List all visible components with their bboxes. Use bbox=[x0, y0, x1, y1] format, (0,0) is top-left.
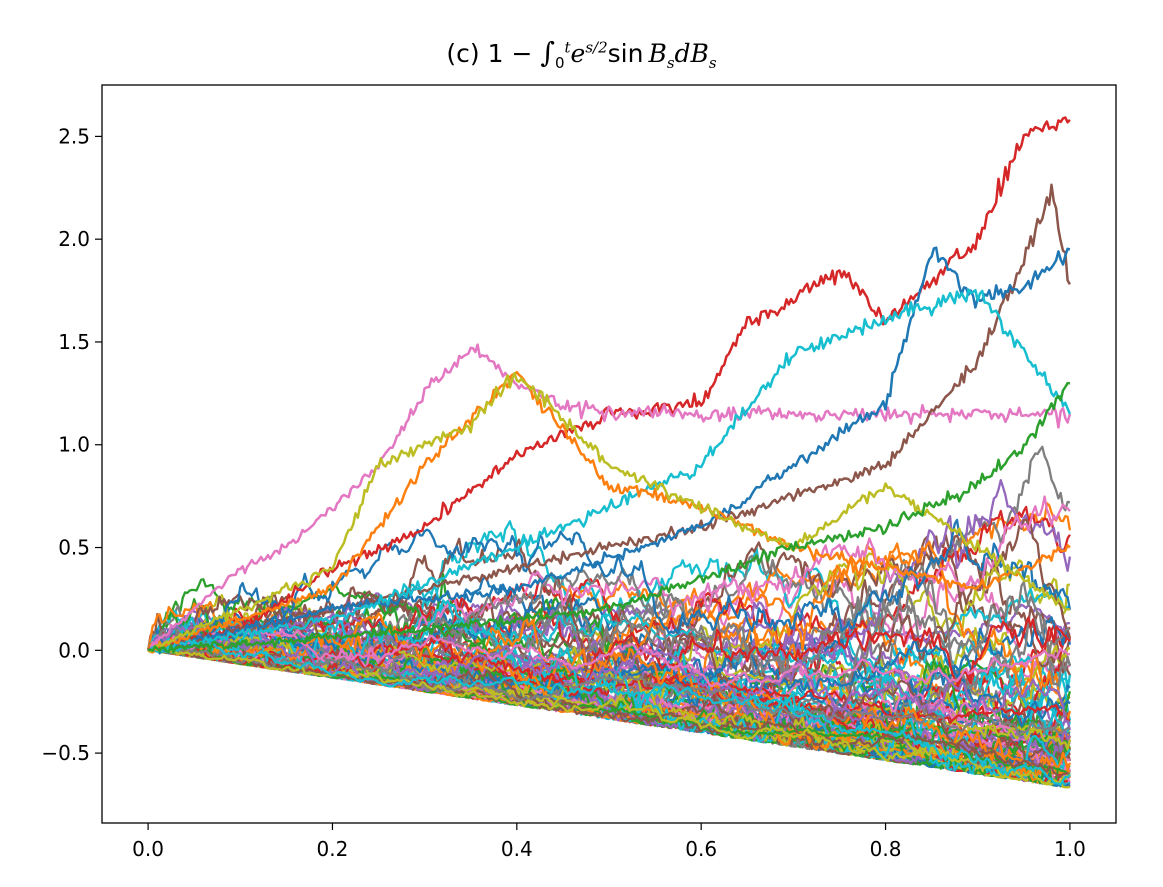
y-axis: −0.5 0.0 0.5 1.0 1.5 2.0 2.5 bbox=[41, 124, 102, 765]
x-tick-label: 0.6 bbox=[685, 837, 717, 861]
title-integral-sign: ∫ bbox=[540, 36, 555, 69]
title-e: e bbox=[570, 39, 586, 68]
title-b: B bbox=[648, 39, 667, 68]
y-tick-label: 1.5 bbox=[58, 330, 90, 354]
title-prefix: (c) 1 − bbox=[446, 39, 541, 68]
series-path bbox=[147, 625, 1072, 731]
title-integral-upper: t bbox=[564, 38, 571, 57]
series-path-highlight bbox=[147, 246, 1071, 655]
title-db: dB bbox=[674, 39, 709, 68]
series-path bbox=[147, 644, 1071, 778]
series-path-highlight bbox=[147, 371, 1071, 653]
series-path-highlight bbox=[147, 381, 1070, 654]
y-tick-label: −0.5 bbox=[41, 741, 90, 765]
series-path-highlight bbox=[147, 183, 1071, 654]
x-tick-label: 0.2 bbox=[317, 837, 349, 861]
title-integral-lower: 0 bbox=[554, 54, 565, 72]
x-axis: 0.0 0.2 0.4 0.6 0.8 1.0 bbox=[132, 823, 1086, 861]
y-tick-label: 1.0 bbox=[58, 433, 90, 457]
series-path-highlight bbox=[147, 288, 1072, 654]
series-path bbox=[147, 647, 1071, 738]
y-tick-label: 2.5 bbox=[58, 124, 90, 148]
series-layer bbox=[146, 116, 1072, 789]
series-path bbox=[147, 518, 1072, 655]
title-sub-s2: s bbox=[708, 54, 717, 72]
x-tick-label: 0.8 bbox=[870, 837, 902, 861]
series-path-highlight bbox=[147, 343, 1072, 652]
y-tick-label: 0.0 bbox=[58, 638, 90, 662]
title-sub-s: s bbox=[666, 54, 675, 72]
x-tick-label: 0.4 bbox=[501, 837, 533, 861]
chart-title: (c) 1 − ∫0tes/2sin BsdBs bbox=[0, 36, 1163, 72]
series-path-highlight bbox=[147, 116, 1071, 652]
series-path bbox=[147, 638, 1071, 786]
y-tick-label: 2.0 bbox=[58, 227, 90, 251]
plot-frame bbox=[101, 84, 1117, 824]
series-path bbox=[147, 599, 1071, 777]
x-tick-label: 0.0 bbox=[132, 837, 164, 861]
title-exponent: s/2 bbox=[585, 38, 608, 57]
series-path bbox=[148, 628, 1070, 688]
series-path-highlight bbox=[147, 370, 1071, 654]
y-tick-label: 0.5 bbox=[58, 536, 90, 560]
title-sin: sin bbox=[607, 39, 644, 68]
x-tick-label: 1.0 bbox=[1054, 837, 1086, 861]
